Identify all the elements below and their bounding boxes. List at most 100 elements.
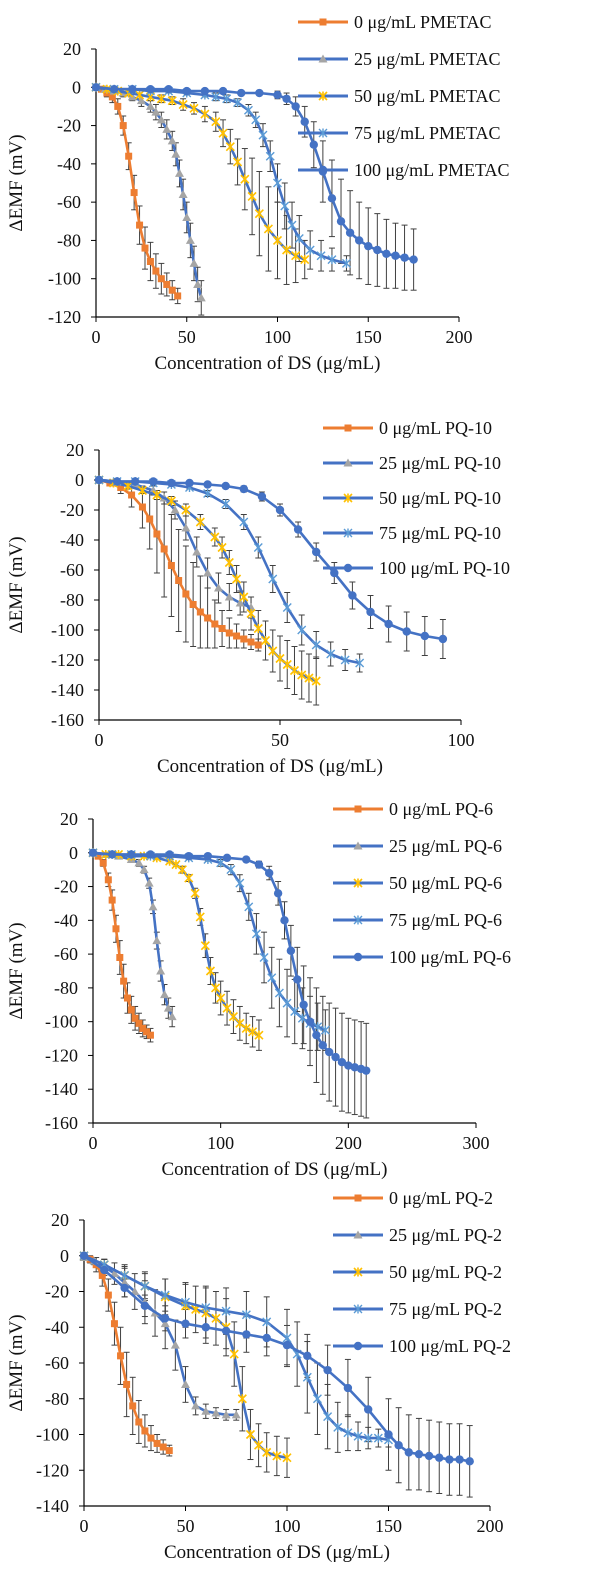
data-point bbox=[127, 1006, 135, 1014]
data-point bbox=[160, 545, 168, 553]
data-point bbox=[435, 1453, 444, 1462]
data-point bbox=[171, 860, 181, 870]
data-point bbox=[282, 603, 292, 612]
data-point bbox=[323, 1365, 332, 1375]
data-point bbox=[185, 235, 195, 244]
y-axis-title: ΔEMF (mV) bbox=[6, 922, 27, 1019]
x-tick-label: 100 bbox=[264, 327, 291, 347]
data-point bbox=[195, 912, 205, 922]
data-point bbox=[275, 505, 285, 515]
data-point bbox=[254, 1440, 264, 1450]
legend-label: 50 μg/mL PMETAC bbox=[354, 86, 501, 106]
y-tick-label: -80 bbox=[54, 978, 78, 998]
data-point bbox=[205, 966, 216, 976]
data-point bbox=[165, 850, 174, 859]
data-point bbox=[165, 1447, 173, 1455]
data-point bbox=[218, 128, 228, 138]
data-point bbox=[246, 608, 256, 619]
series-1 bbox=[88, 848, 177, 1021]
data-point bbox=[294, 234, 304, 244]
data-point bbox=[195, 517, 205, 527]
y-tick-label: -120 bbox=[36, 1460, 69, 1480]
y-tick-label: -40 bbox=[54, 910, 78, 930]
data-point bbox=[149, 477, 158, 486]
data-point bbox=[200, 109, 210, 119]
y-tick-label: -120 bbox=[48, 307, 81, 327]
data-point bbox=[280, 916, 289, 925]
legend-marker bbox=[343, 458, 353, 467]
data-point bbox=[225, 629, 233, 637]
y-tick-label: 20 bbox=[66, 440, 84, 460]
data-point bbox=[241, 1310, 251, 1320]
data-point bbox=[146, 515, 154, 523]
data-point bbox=[420, 631, 429, 641]
data-point bbox=[148, 902, 158, 911]
data-point bbox=[231, 1410, 241, 1419]
data-point bbox=[131, 477, 140, 486]
data-point bbox=[262, 1447, 272, 1457]
y-tick-label: -20 bbox=[60, 500, 84, 520]
y-tick-label: -140 bbox=[45, 1079, 78, 1099]
data-point bbox=[170, 505, 180, 514]
data-point bbox=[190, 888, 200, 898]
data-point bbox=[168, 286, 176, 294]
data-point bbox=[189, 103, 199, 113]
data-point bbox=[144, 878, 154, 887]
data-point bbox=[353, 1431, 363, 1441]
data-point bbox=[254, 641, 262, 649]
data-point bbox=[147, 1434, 155, 1442]
data-point bbox=[268, 574, 278, 584]
data-point bbox=[241, 1023, 251, 1033]
data-point bbox=[280, 201, 290, 211]
y-tick-label: -120 bbox=[51, 650, 84, 670]
data-point bbox=[240, 174, 250, 184]
legend-item: 0 μg/mL PQ-10 bbox=[323, 418, 492, 438]
data-point bbox=[163, 280, 171, 288]
x-tick-label: 200 bbox=[446, 327, 473, 347]
y-tick-label: -100 bbox=[36, 1425, 69, 1445]
legend-item: 25 μg/mL PQ-2 bbox=[333, 1225, 502, 1245]
data-point bbox=[217, 542, 227, 553]
data-point bbox=[156, 94, 166, 104]
legend-label: 75 μg/mL PQ-10 bbox=[379, 523, 501, 543]
data-point bbox=[344, 1061, 353, 1070]
error-bars bbox=[106, 479, 446, 706]
data-point bbox=[312, 547, 321, 557]
data-point bbox=[189, 258, 199, 267]
series-1 bbox=[91, 82, 206, 302]
data-point bbox=[282, 998, 292, 1008]
data-point bbox=[100, 1265, 109, 1275]
data-point bbox=[157, 275, 165, 283]
data-point bbox=[120, 1283, 129, 1293]
data-point bbox=[291, 251, 301, 261]
legend-label: 25 μg/mL PMETAC bbox=[354, 49, 501, 69]
data-point bbox=[312, 1394, 322, 1404]
data-point bbox=[286, 946, 296, 955]
data-point bbox=[146, 257, 154, 265]
series-4 bbox=[94, 475, 448, 644]
data-point bbox=[243, 105, 253, 115]
data-point bbox=[203, 489, 213, 498]
data-point bbox=[162, 124, 172, 133]
data-point bbox=[94, 475, 104, 485]
x-tick-label: 100 bbox=[207, 1133, 234, 1153]
data-point bbox=[159, 1443, 167, 1451]
data-point bbox=[88, 848, 98, 857]
data-point bbox=[136, 221, 144, 229]
legend-marker bbox=[353, 915, 363, 925]
data-point bbox=[297, 670, 307, 680]
legend-marker bbox=[353, 1230, 363, 1239]
series-line bbox=[95, 86, 347, 265]
data-point bbox=[128, 85, 137, 94]
data-point bbox=[237, 88, 246, 98]
data-point bbox=[303, 1351, 312, 1361]
data-point bbox=[384, 619, 393, 629]
x-tick-label: 200 bbox=[477, 1516, 504, 1536]
data-point bbox=[184, 851, 193, 861]
x-tick-label: 50 bbox=[271, 730, 289, 750]
data-point bbox=[345, 228, 355, 237]
data-point bbox=[272, 235, 283, 245]
y-tick-label: -40 bbox=[45, 1317, 69, 1337]
data-point bbox=[300, 117, 309, 126]
